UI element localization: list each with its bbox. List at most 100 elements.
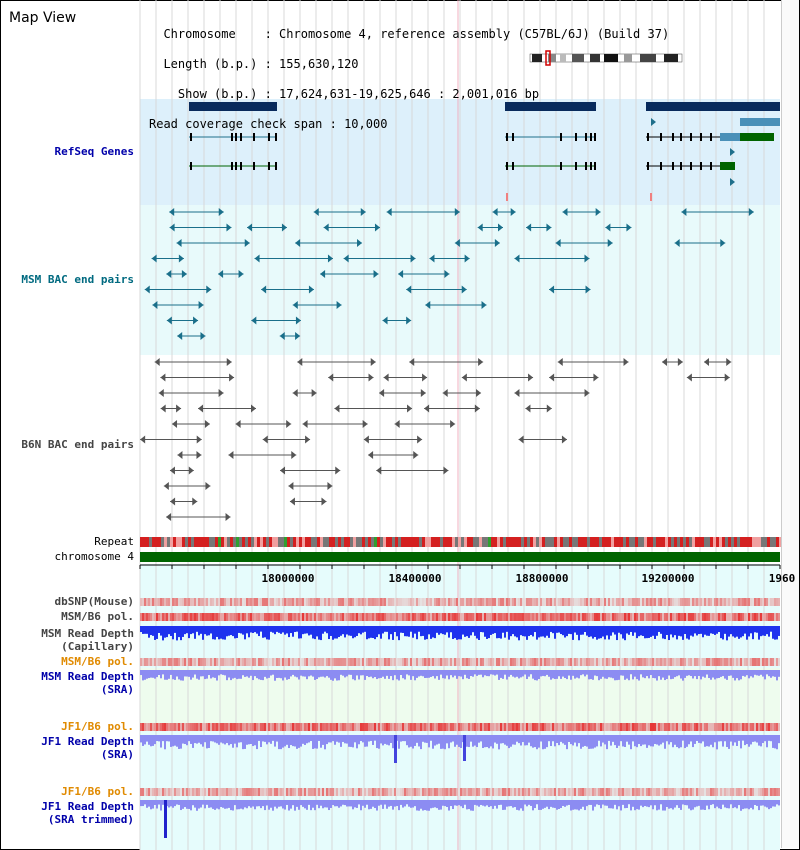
heat-cell [586, 723, 588, 731]
heat-cell [576, 788, 578, 796]
repeat-track[interactable] [140, 537, 782, 547]
heat-cell [256, 598, 258, 606]
heat-cell [532, 598, 534, 606]
label-msm-bac[interactable]: MSM BAC end pairs [21, 273, 134, 286]
repeat-segment [239, 537, 242, 547]
heat-cell [306, 723, 308, 731]
dbsnp-heat-track[interactable] [140, 598, 780, 606]
heat-cell [720, 723, 722, 731]
depth-bar [270, 626, 272, 632]
heat-cell [336, 613, 338, 621]
heat-cell [308, 598, 310, 606]
heat-cell [344, 658, 346, 666]
heat-cell [308, 788, 310, 796]
depth-bar [266, 626, 268, 640]
msm-read-depth-sra-track[interactable] [140, 670, 780, 681]
depth-bar [188, 735, 190, 742]
chromosome-ideogram[interactable] [529, 50, 683, 66]
label-jf1-b6-pol-2[interactable]: JF1/B6 pol. [61, 785, 134, 798]
heat-cell [256, 723, 258, 731]
label-msm-depth-cap[interactable]: MSM Read Depth [41, 627, 134, 640]
heat-cell [146, 788, 148, 796]
heat-cell [404, 788, 406, 796]
depth-bar [426, 800, 428, 811]
label-chromosome[interactable]: chromosome 4 [54, 550, 134, 563]
heat-cell [354, 658, 356, 666]
msm-b6-pol-heat-track-2[interactable] [140, 658, 780, 666]
heat-cell [356, 658, 358, 666]
depth-bar [752, 626, 754, 640]
vertical-scrollbar[interactable] [781, 0, 799, 848]
heat-cell [584, 598, 586, 606]
depth-bar [538, 800, 540, 810]
label-refseq-genes[interactable]: RefSeq Genes [54, 145, 134, 158]
depth-bar [392, 800, 394, 810]
depth-bar [206, 626, 208, 636]
depth-bar [680, 670, 682, 679]
depth-bar [178, 800, 180, 805]
heat-cell [590, 788, 592, 796]
depth-bar [618, 626, 620, 633]
msm-bac-features[interactable] [144, 208, 754, 340]
depth-bar [774, 670, 776, 677]
depth-bar [506, 670, 508, 680]
heat-cell [332, 613, 334, 621]
refseq-gene-features[interactable] [189, 102, 780, 201]
heat-cell [336, 723, 338, 731]
heat-cell [652, 598, 654, 606]
depth-bar [580, 626, 582, 635]
heat-cell [686, 723, 688, 731]
msm-read-depth-capillary-track[interactable] [140, 626, 780, 641]
heat-cell [756, 723, 758, 731]
chromosome-bar[interactable] [140, 552, 780, 562]
label-repeat[interactable]: Repeat [94, 535, 134, 548]
depth-bar [546, 735, 548, 748]
jf1-read-depth-sra-track[interactable] [140, 735, 780, 763]
bac-end-marker [178, 254, 184, 263]
heat-cell [410, 613, 412, 621]
bac-end-marker [748, 208, 754, 216]
depth-bar [160, 670, 162, 679]
label-msm-b6-pol[interactable]: MSM/B6 pol. [61, 610, 134, 623]
heat-cell [148, 598, 150, 606]
label-msm-b6-pol-2[interactable]: MSM/B6 pol. [61, 655, 134, 668]
repeat-segment [161, 537, 164, 547]
heat-cell [678, 788, 680, 796]
heat-cell [528, 613, 530, 621]
heat-cell [284, 723, 286, 731]
depth-bar [196, 800, 198, 811]
depth-bar [458, 626, 460, 640]
heat-cell [608, 613, 610, 621]
heat-cell [446, 658, 448, 666]
depth-bar [268, 800, 270, 810]
depth-bar [624, 735, 626, 747]
heat-cell [264, 658, 266, 666]
heat-cell [564, 658, 566, 666]
depth-bar [474, 626, 476, 636]
depth-bar [364, 670, 366, 680]
heat-cell [670, 788, 672, 796]
msm-b6-pol-heat-track[interactable] [140, 613, 780, 621]
b6n-bac-features[interactable] [140, 358, 732, 521]
label-jf1-depth-trim[interactable]: JF1 Read Depth [41, 800, 134, 813]
depth-bar [312, 626, 314, 639]
heat-cell [266, 613, 268, 621]
depth-bar [438, 800, 440, 810]
jf1-b6-pol-heat-track-2[interactable] [140, 788, 780, 796]
label-jf1-depth-sra[interactable]: JF1 Read Depth [41, 735, 134, 748]
heat-cell [722, 788, 724, 796]
label-jf1-b6-pol[interactable]: JF1/B6 pol. [61, 720, 134, 733]
heat-cell [140, 723, 142, 731]
heat-cell [344, 723, 346, 731]
heat-cell [186, 613, 188, 621]
label-b6n-bac[interactable]: B6N BAC end pairs [21, 438, 134, 451]
label-dbsnp[interactable]: dbSNP(Mouse) [54, 595, 134, 608]
jf1-b6-pol-heat-track[interactable] [140, 723, 780, 731]
heat-cell [462, 788, 464, 796]
heat-cell [770, 723, 772, 731]
label-msm-depth-sra[interactable]: MSM Read Depth [41, 670, 134, 683]
jf1-read-depth-trimmed-track[interactable] [140, 800, 780, 838]
depth-bar [294, 735, 296, 747]
depth-bar [636, 670, 638, 680]
depth-bar [706, 626, 708, 636]
